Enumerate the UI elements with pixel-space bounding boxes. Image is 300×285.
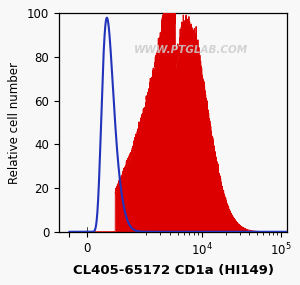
Y-axis label: Relative cell number: Relative cell number	[8, 62, 21, 184]
Text: WWW.PTGLAB.COM: WWW.PTGLAB.COM	[134, 46, 248, 56]
X-axis label: CL405-65172 CD1a (HI149): CL405-65172 CD1a (HI149)	[73, 264, 274, 277]
